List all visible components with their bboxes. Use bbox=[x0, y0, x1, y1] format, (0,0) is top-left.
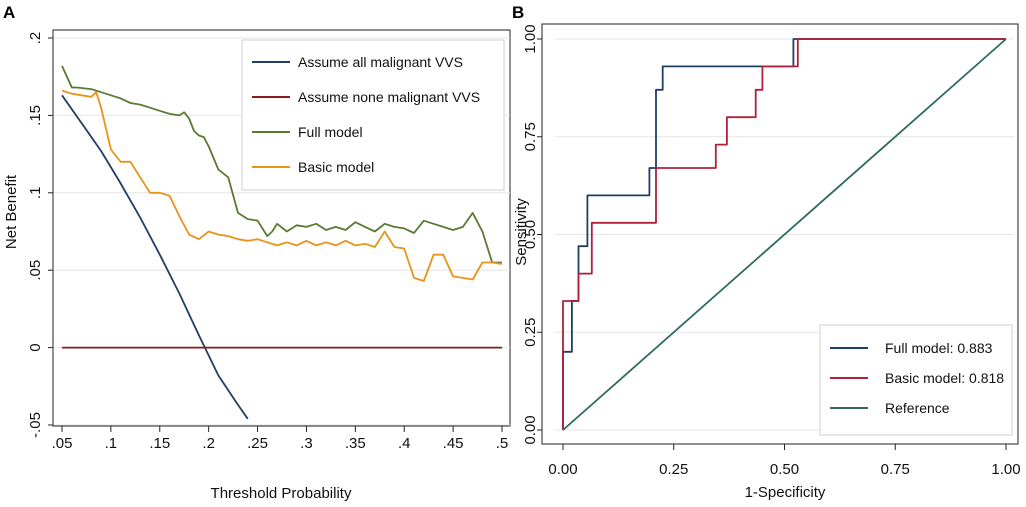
legend-label-4: Basic model bbox=[298, 159, 374, 175]
legend-label-2: Assume none malignant VVS bbox=[298, 89, 480, 105]
x-tick-label: 0.75 bbox=[881, 461, 910, 478]
x-tick-label: .45 bbox=[443, 435, 464, 452]
legend-label-2: Basic model: 0.818 bbox=[885, 370, 1004, 386]
x-tick-label: .15 bbox=[149, 435, 170, 452]
panel-letter-b: B bbox=[512, 3, 524, 22]
decision-curve-panel: A -.05 0 .05 .1 .15 .2 .05 .1 .15 .2 .25 .3 .35 .4 .45… bbox=[3, 3, 511, 502]
y-tick-label: .2 bbox=[27, 32, 44, 45]
legend-label-3: Full model bbox=[298, 124, 363, 140]
plot-frame-a bbox=[52, 29, 511, 427]
y-tick-label: 0.00 bbox=[522, 415, 539, 444]
ticks-a: -.05 0 .05 .1 .15 .2 .05 .1 .15 .2 .25 .3 .35 .4 .45 .5 bbox=[27, 32, 508, 452]
x-tick-label: 1.00 bbox=[991, 461, 1020, 478]
x-tick-label: .1 bbox=[105, 435, 118, 452]
y-tick-label: -.05 bbox=[27, 412, 44, 438]
y-tick-label: 1.00 bbox=[522, 24, 539, 53]
y-tick-label: 0.50 bbox=[522, 220, 539, 249]
y-tick-label: .15 bbox=[27, 105, 44, 126]
series-line-1 bbox=[562, 38, 1006, 430]
series-line-2 bbox=[562, 38, 1006, 430]
series-line-4 bbox=[61, 89, 503, 282]
x-tick-label: .2 bbox=[202, 435, 215, 452]
x-tick-label: .35 bbox=[345, 435, 366, 452]
legend-b: Full model: 0.883 Basic model: 0.818 Refer… bbox=[819, 324, 1013, 436]
series-line-3 bbox=[562, 38, 1007, 431]
y-tick-label: 0.75 bbox=[522, 122, 539, 151]
x-tick-label: 0.50 bbox=[770, 461, 799, 478]
roc-panel: B 0.00 0.25 0.50 0.75 1.00 0.00 0.25 0.50 0.75 1.… bbox=[512, 3, 1021, 501]
y-axis-title-a: Net Benefit bbox=[3, 174, 20, 249]
x-tick-label: .05 bbox=[52, 435, 73, 452]
series-line-3 bbox=[61, 65, 502, 264]
legend-label-1: Full model: 0.883 bbox=[885, 340, 993, 356]
ticks-b: 0.00 0.25 0.50 0.75 1.00 0.00 0.25 0.50 0.75 1.00 bbox=[522, 24, 1021, 478]
series-group-b bbox=[562, 38, 1007, 431]
legend-box-a bbox=[241, 39, 505, 191]
x-tick-label: .3 bbox=[300, 435, 313, 452]
legend-a: Assume all malignant VVS Assume none mali… bbox=[241, 39, 505, 191]
x-tick-label: .5 bbox=[496, 435, 509, 452]
y-axis-title-b: Sensitivity bbox=[513, 198, 530, 266]
x-tick-label: .4 bbox=[398, 435, 411, 452]
legend-label-3: Reference bbox=[885, 400, 950, 416]
legend-label-1: Assume all malignant VVS bbox=[298, 54, 463, 70]
x-tick-label: 0.00 bbox=[548, 461, 577, 478]
x-tick-label: .25 bbox=[247, 435, 268, 452]
y-tick-label: .1 bbox=[27, 187, 44, 200]
series-line-1 bbox=[61, 94, 249, 420]
x-tick-label: 0.25 bbox=[659, 461, 688, 478]
panel-letter-a: A bbox=[3, 3, 15, 22]
x-axis-title-b: 1-Specificity bbox=[745, 484, 826, 501]
series-group-a bbox=[61, 65, 503, 420]
y-tick-label: 0.25 bbox=[522, 318, 539, 347]
y-tick-label: 0 bbox=[27, 343, 44, 351]
y-tick-label: .05 bbox=[27, 260, 44, 281]
legend-box-b bbox=[819, 324, 1013, 436]
x-axis-title-a: Threshold Probability bbox=[211, 485, 352, 502]
